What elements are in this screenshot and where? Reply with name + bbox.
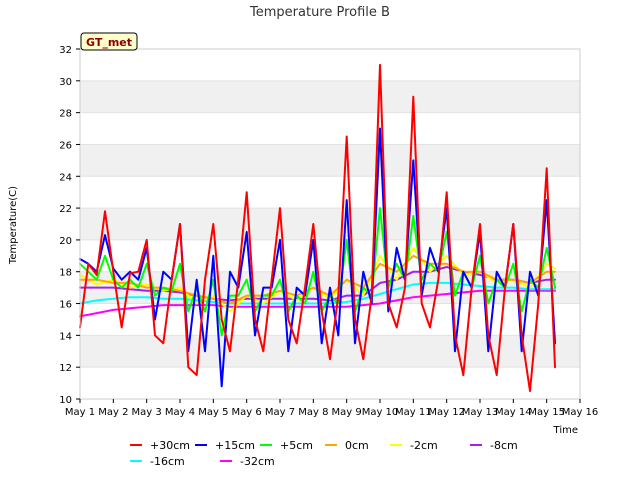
x-tick-label: May 3 bbox=[132, 407, 162, 418]
grid-band bbox=[80, 208, 580, 240]
x-tick-label: May 5 bbox=[198, 407, 228, 418]
grid-band bbox=[80, 176, 580, 209]
grid-band bbox=[80, 335, 580, 368]
x-tick-label: May 2 bbox=[98, 407, 128, 418]
y-tick-label: 18 bbox=[59, 268, 72, 279]
chart-title: Temperature Profile B bbox=[249, 5, 390, 20]
legend-item: -8cm bbox=[470, 439, 518, 452]
grid-band bbox=[80, 80, 580, 113]
x-tick-label: May 12 bbox=[428, 407, 465, 418]
legend-label: -2cm bbox=[410, 439, 438, 452]
y-tick-label: 22 bbox=[59, 204, 72, 215]
y-tick-label: 32 bbox=[59, 45, 72, 56]
y-tick-label: 28 bbox=[59, 109, 72, 120]
x-tick-label: May 6 bbox=[232, 407, 262, 418]
grid-band bbox=[80, 144, 580, 177]
series-layer bbox=[79, 63, 556, 392]
badge-label: GT_met bbox=[86, 36, 132, 49]
legend-label: -16cm bbox=[150, 455, 185, 468]
legend-item: -2cm bbox=[390, 439, 438, 452]
legend-item: +5cm bbox=[260, 439, 313, 452]
legend-label: -32cm bbox=[240, 455, 275, 468]
grid-band bbox=[80, 112, 580, 145]
x-tick-label: May 14 bbox=[495, 407, 532, 418]
y-tick-label: 24 bbox=[59, 172, 72, 183]
y-tick-label: 16 bbox=[59, 300, 72, 311]
legend-label: -8cm bbox=[490, 439, 518, 452]
x-tick-label: May 7 bbox=[265, 407, 295, 418]
x-tick-label: May 15 bbox=[528, 407, 565, 418]
grid-bands bbox=[80, 48, 580, 400]
x-tick-label: May 8 bbox=[298, 407, 328, 418]
grid-band bbox=[80, 367, 580, 399]
legend-label: +15cm bbox=[215, 439, 255, 452]
x-axis-ticks: May 1 May 2 May 3 May 4 May 5 May 6 May 7 May 8… bbox=[65, 399, 598, 418]
legend-item: +15cm bbox=[195, 439, 255, 452]
x-axis-label: Time bbox=[553, 425, 578, 436]
y-axis-label: Temperature(C) bbox=[8, 186, 19, 265]
y-tick-label: 12 bbox=[59, 363, 72, 374]
x-tick-label: May 9 bbox=[332, 407, 362, 418]
y-tick-label: 20 bbox=[59, 236, 72, 247]
x-tick-label: May 10 bbox=[362, 407, 399, 418]
legend-item: 0cm bbox=[325, 439, 369, 452]
legend-label: +30cm bbox=[150, 439, 190, 452]
y-axis-ticks: 10 12 14 16 18 20 22 24 26 28 30 32 bbox=[59, 45, 80, 406]
gt-met-badge: GT_met bbox=[80, 32, 138, 51]
legend-label: +5cm bbox=[280, 439, 313, 452]
grid-band bbox=[80, 303, 580, 336]
legend-item: -16cm bbox=[130, 455, 185, 468]
series-line-30cm bbox=[79, 63, 556, 392]
x-tick-label: May 1 bbox=[65, 407, 95, 418]
legend-item: +30cm bbox=[130, 439, 190, 452]
x-tick-label: May 11 bbox=[395, 407, 432, 418]
grid-band bbox=[80, 49, 580, 81]
y-tick-label: 10 bbox=[59, 395, 72, 406]
y-tick-label: 30 bbox=[59, 77, 72, 88]
plot-frame bbox=[79, 48, 581, 400]
x-tick-label: May 16 bbox=[562, 407, 599, 418]
legend-label: 0cm bbox=[345, 439, 369, 452]
grid-band bbox=[80, 239, 580, 272]
y-tick-label: 26 bbox=[59, 140, 72, 151]
x-tick-label: May 4 bbox=[165, 407, 195, 418]
legend-item: -32cm bbox=[220, 455, 275, 468]
legend: +30cm +15cm +5cm 0cm -2cm -8cm -16cm -32cm bbox=[130, 439, 518, 468]
x-tick-label: May 13 bbox=[462, 407, 499, 418]
badge-box bbox=[80, 32, 138, 51]
y-tick-label: 14 bbox=[59, 331, 72, 342]
